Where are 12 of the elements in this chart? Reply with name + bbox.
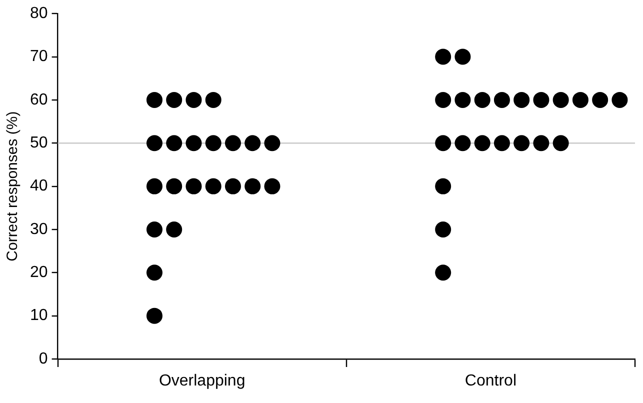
y-tick-label: 10 xyxy=(30,307,48,324)
y-tick-label: 80 xyxy=(30,5,48,22)
y-tick-label: 60 xyxy=(30,91,48,108)
y-tick-label: 0 xyxy=(38,350,48,368)
y-axis-title: Correct responses (%) xyxy=(4,111,22,262)
y-tick-label: 70 xyxy=(30,48,48,66)
x-tick-label: Overlapping xyxy=(158,372,246,390)
y-tick-label: 40 xyxy=(30,178,48,195)
y-tick-label: 30 xyxy=(30,220,48,238)
x-tick-label: Control xyxy=(464,372,516,390)
y-tick-label: 50 xyxy=(30,134,48,152)
y-tick-label: 20 xyxy=(30,264,48,282)
